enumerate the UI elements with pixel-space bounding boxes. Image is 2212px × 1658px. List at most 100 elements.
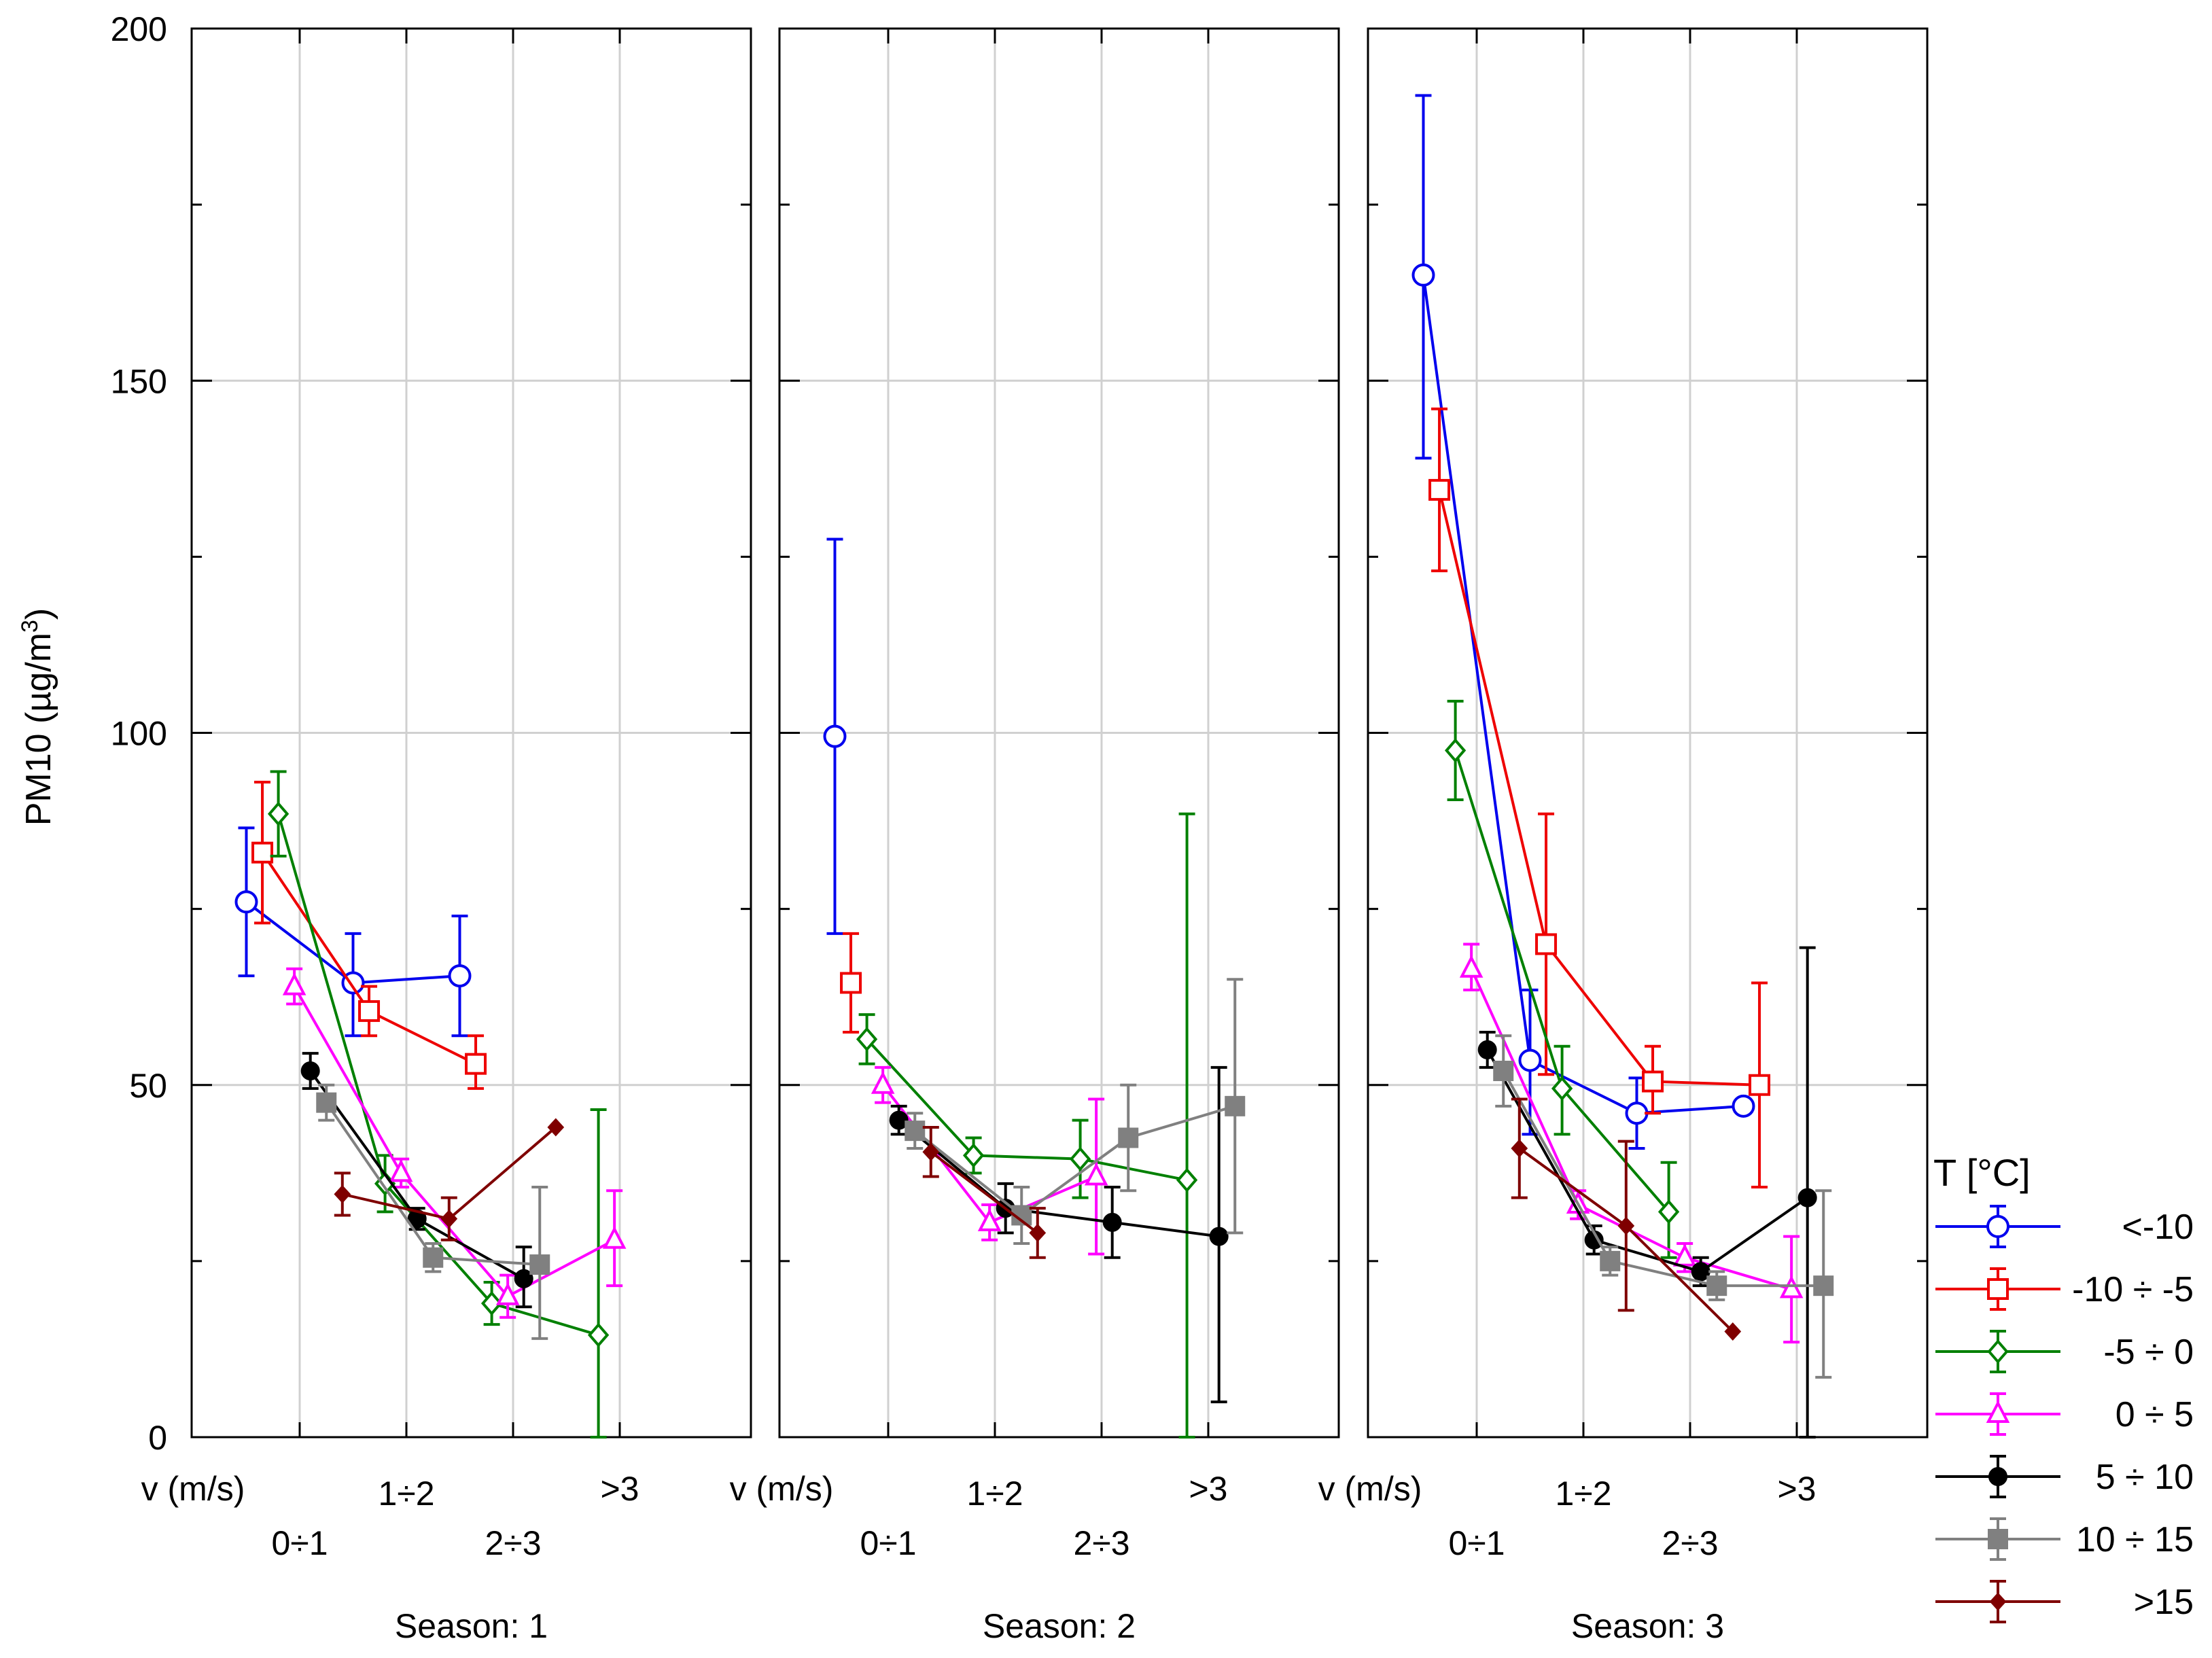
series-line <box>325 1101 540 1267</box>
data-point <box>856 1027 878 1052</box>
data-point <box>334 1184 351 1203</box>
y-tick-label: 150 <box>111 362 167 400</box>
series-line <box>930 1150 1039 1235</box>
data-point <box>448 964 472 988</box>
series-group <box>300 1052 533 1309</box>
series-group <box>889 1065 1229 1404</box>
x-category-label: >3 <box>1189 1470 1227 1508</box>
legend-entry: 10 ÷ 15 <box>1935 1517 2194 1561</box>
text-layer: PM10 (µg/m3) 0 50 100 150 200 v (m/s) 0÷1 1÷2 2÷… <box>17 10 1816 1645</box>
series-group <box>334 1118 565 1241</box>
x-axis-name: v (m/s) <box>730 1470 834 1508</box>
data-point <box>1551 1076 1573 1101</box>
data-point <box>267 801 289 826</box>
x-axis-name: v (m/s) <box>141 1470 245 1508</box>
data-point <box>1625 1101 1649 1125</box>
data-point <box>547 1118 565 1137</box>
panel-label: Season: 3 <box>1571 1607 1724 1645</box>
legend-label: >15 <box>2134 1583 2194 1622</box>
data-point <box>1779 1275 1804 1299</box>
x-axis-name: v (m/s) <box>1318 1470 1422 1508</box>
data-point <box>1459 955 1484 978</box>
y-tick-label: 200 <box>111 10 167 48</box>
panel-label: Season: 1 <box>395 1607 548 1645</box>
legend-entry: >15 <box>1935 1580 2194 1623</box>
data-point <box>1600 1250 1621 1271</box>
data-point <box>1813 1275 1834 1297</box>
data-point <box>316 1092 337 1113</box>
x-category-label: 1÷2 <box>378 1475 434 1513</box>
data-point <box>1084 1163 1108 1186</box>
data-point <box>1989 1592 2007 1611</box>
data-point <box>840 972 862 994</box>
data-point <box>871 1071 895 1094</box>
data-point <box>1118 1127 1139 1148</box>
data-point <box>529 1254 550 1275</box>
legend-entry: -5 ÷ 0 <box>1935 1330 2194 1373</box>
x-category-label: 0÷1 <box>860 1524 916 1562</box>
series-group <box>823 537 847 935</box>
data-point <box>1176 1167 1198 1193</box>
data-point <box>1209 1227 1229 1246</box>
data-point <box>1535 933 1558 955</box>
series-line <box>914 1104 1235 1218</box>
series-group <box>1459 942 1804 1344</box>
legend-entry: 0 ÷ 5 <box>1935 1392 2194 1436</box>
series-group <box>234 826 472 1038</box>
data-point <box>1749 1074 1771 1096</box>
series-group <box>1511 1097 1742 1341</box>
x-category-label: 2÷3 <box>1662 1524 1718 1562</box>
data-point <box>389 1159 413 1182</box>
data-point <box>1657 1199 1680 1224</box>
data-point <box>1444 738 1467 763</box>
data-point <box>1987 1278 2009 1300</box>
data-point <box>1732 1094 1755 1118</box>
data-point <box>251 841 274 864</box>
data-point <box>282 972 306 995</box>
x-category-label: 0÷1 <box>1448 1524 1505 1562</box>
series-line <box>1502 1070 1824 1288</box>
data-point <box>905 1121 926 1142</box>
x-category-label: 1÷2 <box>1555 1475 1611 1513</box>
data-point <box>495 1282 520 1305</box>
data-point <box>1724 1322 1742 1341</box>
series-line <box>1422 275 1744 1115</box>
series-group <box>905 978 1246 1245</box>
data-layer <box>234 94 1834 1439</box>
data-point <box>922 1142 940 1161</box>
data-point <box>1642 1070 1664 1093</box>
legend-entry: 5 ÷ 10 <box>1935 1455 2194 1498</box>
data-point <box>962 1143 985 1168</box>
series-line <box>881 1084 1097 1224</box>
data-point <box>823 724 847 748</box>
legend-entry: <-10 <box>1935 1205 2194 1248</box>
data-point <box>1477 1040 1497 1059</box>
data-point <box>1102 1212 1122 1232</box>
grid-layer <box>192 29 1927 1437</box>
series-line <box>1486 1048 1808 1273</box>
series-group <box>1477 946 1817 1439</box>
legend-entry: -10 ÷ -5 <box>1935 1267 2194 1311</box>
data-point <box>1029 1223 1047 1242</box>
series-line <box>898 1119 1219 1238</box>
series-group <box>922 1125 1047 1259</box>
data-point <box>1411 263 1435 287</box>
series-group <box>316 1083 550 1340</box>
data-point <box>587 1322 610 1347</box>
data-point <box>1225 1095 1246 1116</box>
data-point <box>1672 1244 1697 1267</box>
data-point <box>514 1269 533 1288</box>
data-point <box>234 890 258 914</box>
y-tick-label: 0 <box>148 1419 167 1457</box>
data-point <box>423 1247 444 1268</box>
data-point <box>1988 1467 2007 1486</box>
data-point <box>300 1061 320 1081</box>
data-point <box>465 1053 487 1075</box>
series-group <box>840 932 862 1034</box>
x-category-label: 2÷3 <box>485 1524 541 1562</box>
data-point <box>1511 1139 1528 1158</box>
data-point <box>1617 1216 1635 1235</box>
data-point <box>1988 1529 2008 1549</box>
series-line <box>293 985 616 1299</box>
